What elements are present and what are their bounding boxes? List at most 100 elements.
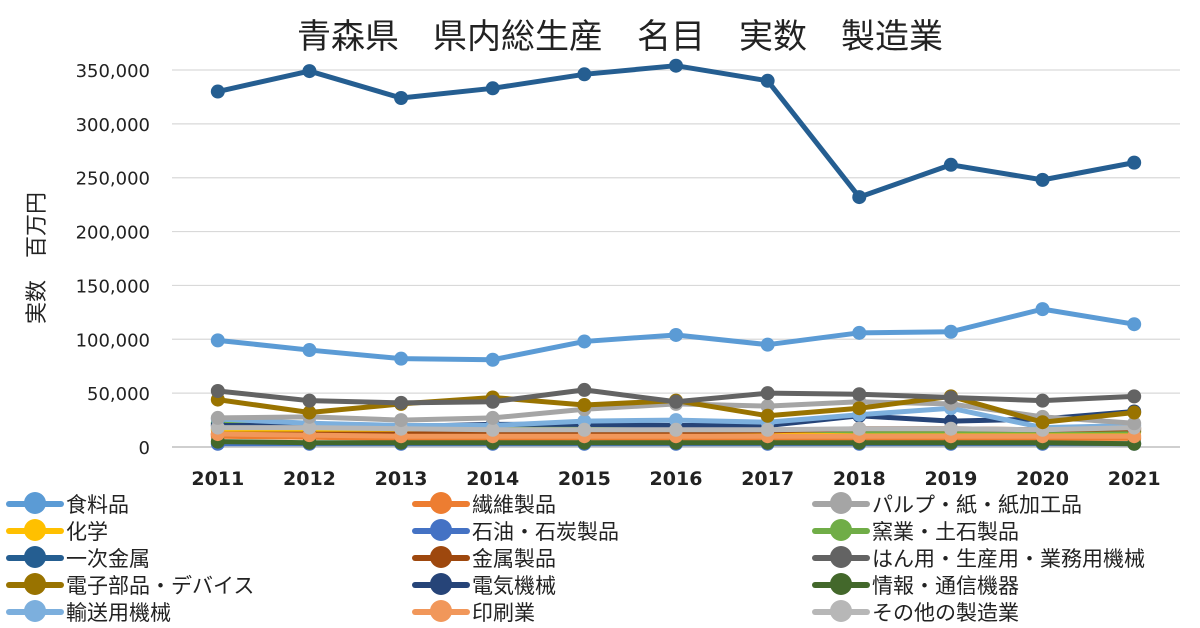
- x-tick-label: 2018: [833, 468, 886, 490]
- data-point: [1127, 389, 1142, 404]
- x-tick-label: 2017: [741, 468, 794, 490]
- data-point: [760, 73, 775, 88]
- legend-swatch: [410, 490, 472, 517]
- data-point: [760, 399, 775, 414]
- data-point: [1035, 393, 1050, 408]
- data-point: [210, 84, 225, 99]
- data-point: [302, 64, 317, 79]
- data-point: [210, 383, 225, 398]
- legend-item: 情報・通信機器: [810, 571, 1019, 598]
- data-point: [669, 394, 683, 409]
- data-point: [1035, 172, 1050, 187]
- y-tick-labels: 0 50,000 100,000 150,000 200,000 250,000 300,0…: [76, 61, 150, 459]
- chart-title: 青森県 県内総生産 名目 実数 製造業: [297, 17, 943, 57]
- x-tick-labels: 2011 2012 2013 2014 2015 2016 2017 2018 2019 2020…: [191, 468, 1160, 490]
- legend-swatch: [4, 544, 66, 571]
- legend-swatch: [410, 598, 472, 625]
- data-point: [1127, 317, 1142, 332]
- legend-swatch: [4, 598, 66, 625]
- data-point: [577, 422, 592, 437]
- data-point: [669, 58, 683, 73]
- data-point: [210, 420, 225, 435]
- legend-label: 食料品: [66, 492, 129, 517]
- y-tick-label: 250,000: [76, 169, 150, 190]
- legend-swatch: [810, 571, 872, 598]
- legend-item: はん用・生産用・業務用機械: [810, 544, 1145, 571]
- data-point: [943, 324, 958, 339]
- data-point: [852, 325, 867, 340]
- gridlines: [172, 69, 1180, 448]
- data-point: [394, 413, 409, 428]
- legend-swatch: [410, 517, 472, 544]
- data-point: [577, 67, 592, 82]
- legend-item: 窯業・土石製品: [810, 517, 1019, 544]
- y-tick-label: 50,000: [87, 384, 150, 405]
- data-point: [1035, 302, 1050, 317]
- x-tick-label: 2015: [558, 468, 611, 490]
- data-point: [302, 405, 317, 420]
- data-point: [943, 421, 958, 436]
- data-point: [302, 343, 317, 358]
- legend-label: 電気機械: [472, 573, 556, 598]
- legend-label: 電子部品・デバイス: [66, 573, 255, 598]
- line-chart: 青森県 県内総生産 名目 実数 製造業 実数 百万円 0 50,000 100,00…: [25, 17, 1180, 490]
- series-0: [210, 302, 1142, 367]
- y-tick-label: 200,000: [76, 223, 150, 244]
- y-tick-label: 0: [139, 438, 150, 459]
- data-point: [669, 327, 683, 342]
- series-6: [210, 58, 1142, 205]
- legend-swatch: [4, 517, 66, 544]
- legend-label: 印刷業: [472, 600, 535, 625]
- legend: 食料品 繊維製品 パルプ・紙・紙加工品 化学 石油・石炭製品 窯業・土石製品 一次金属 金属製…: [0, 490, 1200, 628]
- legend-swatch: [4, 490, 66, 517]
- series-lines: [210, 58, 1142, 451]
- data-point: [1127, 155, 1142, 170]
- data-point: [485, 394, 500, 409]
- data-point: [669, 413, 683, 428]
- series-8: [210, 382, 1142, 410]
- x-tick-label: 2013: [375, 468, 428, 490]
- data-point: [943, 390, 958, 405]
- legend-swatch: [4, 571, 66, 598]
- x-tick-label: 2020: [1016, 468, 1069, 490]
- data-point: [760, 386, 775, 401]
- legend-item: パルプ・紙・紙加工品: [810, 490, 1082, 517]
- data-point: [943, 157, 958, 172]
- legend-label: 窯業・土石製品: [872, 519, 1019, 544]
- legend-item: 電子部品・デバイス: [4, 571, 254, 598]
- legend-label: 繊維製品: [472, 492, 556, 517]
- y-tick-label: 300,000: [76, 115, 150, 136]
- legend-item: 化学: [4, 517, 108, 544]
- legend-item: 食料品: [4, 490, 129, 517]
- legend-item: 印刷業: [410, 598, 535, 625]
- data-point: [394, 91, 409, 106]
- legend-item: 輸送用機械: [4, 598, 171, 625]
- legend-item: 繊維製品: [410, 490, 556, 517]
- data-point: [1127, 416, 1142, 431]
- data-point: [210, 410, 225, 425]
- legend-item: 電気機械: [410, 571, 556, 598]
- data-point: [485, 81, 500, 96]
- data-point: [485, 410, 500, 425]
- data-point: [394, 351, 409, 366]
- data-point: [577, 334, 592, 349]
- data-point: [852, 401, 867, 416]
- data-point: [302, 420, 317, 435]
- legend-label: 金属製品: [472, 546, 556, 571]
- x-tick-label: 2016: [650, 468, 703, 490]
- legend-swatch: [810, 517, 872, 544]
- data-point: [302, 393, 317, 408]
- series-14: [210, 420, 1142, 437]
- data-point: [394, 395, 409, 410]
- legend-label: はん用・生産用・業務用機械: [872, 546, 1145, 571]
- legend-swatch: [810, 544, 872, 571]
- data-point: [852, 421, 867, 436]
- legend-label: 一次金属: [66, 546, 150, 571]
- y-tick-label: 350,000: [76, 61, 150, 82]
- data-point: [852, 190, 867, 205]
- legend-item: 一次金属: [4, 544, 150, 571]
- y-tick-label: 150,000: [76, 276, 150, 297]
- data-point: [1127, 405, 1142, 420]
- data-point: [669, 422, 683, 437]
- x-tick-label: 2014: [466, 468, 519, 490]
